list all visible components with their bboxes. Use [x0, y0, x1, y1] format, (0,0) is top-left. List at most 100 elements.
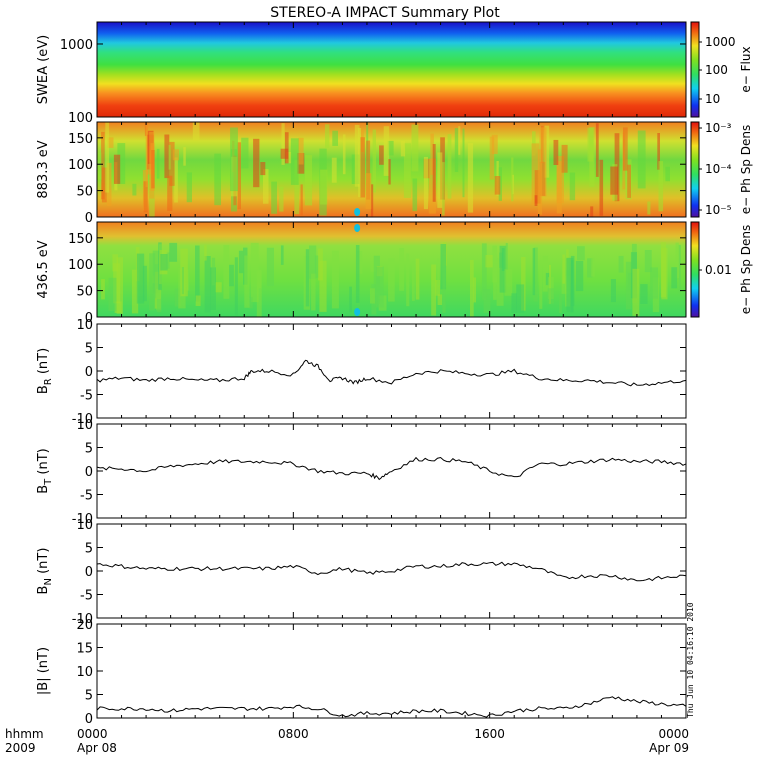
pa436-streak [152, 250, 161, 299]
pa436-streak [101, 279, 105, 300]
pa436-streak [149, 253, 156, 311]
pa436-streak [577, 246, 585, 261]
pa436-streak [470, 259, 474, 317]
pa883-streak [230, 127, 238, 192]
br-ytick-label: -5 [80, 389, 93, 404]
pa883-streak [561, 144, 568, 173]
pa883-streak [284, 132, 289, 164]
bmag-ylabel: |B| (nT) [36, 647, 51, 695]
pa436-streak [319, 260, 327, 312]
pa883-streak [253, 138, 260, 188]
br-ytick-label: 5 [85, 342, 93, 357]
pa883-streak [214, 153, 221, 206]
pa883-streak [290, 138, 299, 185]
pa883-streak [383, 126, 390, 176]
bn-ylabel-main: B [36, 586, 51, 595]
swea-ylabel: SWEA (eV) [36, 35, 51, 104]
swea-colorbar-tick-label: 1000 [705, 35, 736, 49]
pa883-colorbar [690, 121, 700, 218]
pa436-streak [591, 257, 595, 277]
pa436-streak [559, 294, 562, 314]
pa883-streak [462, 128, 465, 198]
pa883-streak [428, 158, 436, 214]
pa436-streak [533, 247, 538, 302]
pa436-streak [169, 242, 178, 262]
pa883-streak [511, 157, 514, 202]
pa436-streak [505, 243, 508, 270]
pa436-streak [501, 248, 505, 271]
pa883-streak [556, 155, 564, 204]
bn-ytick-label: -10 [72, 612, 93, 627]
pa883-texture [97, 122, 670, 217]
pa436-streak [108, 277, 117, 311]
pa883-streak [97, 152, 102, 180]
pa883-streak [590, 206, 594, 217]
pa436-streak [195, 295, 201, 306]
pa436-streak [174, 288, 182, 307]
br-ylabel: BR (nT) [36, 348, 54, 394]
pa883-streak [331, 157, 337, 183]
pa883-streak [553, 139, 559, 165]
pa883-streak [360, 137, 365, 198]
pa436-streak [355, 245, 360, 303]
panel-pa883: 10⁻³ 10⁻⁴ 10⁻⁵ e− Ph Sp Dens 150 100 50 0 883.3 … [36, 121, 753, 226]
bn-ylabel-unit: (nT) [36, 548, 51, 578]
chart-title: STEREO-A IMPACT Summary Plot [270, 5, 500, 21]
pa883-streak [491, 134, 498, 154]
swea-colorbar [690, 21, 700, 118]
pa883-streak [657, 133, 660, 170]
pa436-feature-high [354, 224, 361, 232]
pa436-streak [547, 288, 554, 304]
br-ylabel-unit: (nT) [36, 348, 51, 378]
pa436-streak [493, 262, 497, 300]
swea-colorbar-tick-label: 100 [705, 63, 728, 77]
pa436-streak [250, 242, 259, 303]
bt-ylabel: BT (nT) [36, 448, 54, 494]
pa883-colorbar-tick-label: 10⁻⁵ [705, 203, 732, 217]
bn-ytick-label: -5 [80, 589, 93, 604]
pa883-streak [370, 184, 374, 217]
pa436-streak [142, 265, 147, 302]
pa883-streak [366, 140, 371, 200]
pa436-ytick-label: 100 [68, 258, 93, 273]
br-frame [96, 323, 687, 419]
pa883-streak [320, 169, 328, 205]
pa436-streak [504, 269, 513, 296]
pa883-streak [441, 162, 445, 216]
bn-frame [96, 523, 687, 619]
pa883-streak [534, 170, 541, 204]
pa883-ytick-label: 0 [85, 211, 93, 226]
pa883-streak [117, 143, 126, 184]
bn-ylabel: BN (nT) [36, 548, 54, 595]
pa883-streak [186, 172, 192, 203]
pa436-streak [388, 258, 395, 302]
pa436-streak [256, 270, 262, 317]
pa883-streak [534, 195, 538, 206]
pa436-colorbar [690, 221, 700, 318]
pa436-streak [625, 261, 632, 310]
pa883-streak [637, 130, 646, 189]
pa883-ytick-label: 150 [68, 132, 93, 147]
pa436-streak [204, 256, 211, 313]
bmag-trace [96, 696, 687, 718]
pa883-streak [271, 181, 277, 214]
x-date-label: Apr 08 [77, 741, 117, 755]
pa436-streak [180, 248, 188, 297]
pa436-streak [539, 260, 543, 309]
pa436-streak [618, 255, 624, 273]
pa883-streak [279, 186, 284, 212]
pa883-streak [595, 123, 599, 177]
pa883-streak [167, 175, 173, 211]
pa436-streak [136, 253, 145, 304]
pa436-streak [266, 247, 274, 287]
pa883-streak [113, 154, 121, 184]
pa883-ytick-label: 50 [76, 185, 93, 200]
pa883-streak [454, 128, 459, 172]
pa883-streak [423, 156, 428, 210]
bt-ytick-label: 5 [85, 442, 93, 457]
pa883-streak [647, 201, 651, 215]
pa436-streak [280, 245, 284, 265]
bt-ylabel-main: B [36, 485, 51, 494]
br-ylabel-main: B [36, 385, 51, 394]
